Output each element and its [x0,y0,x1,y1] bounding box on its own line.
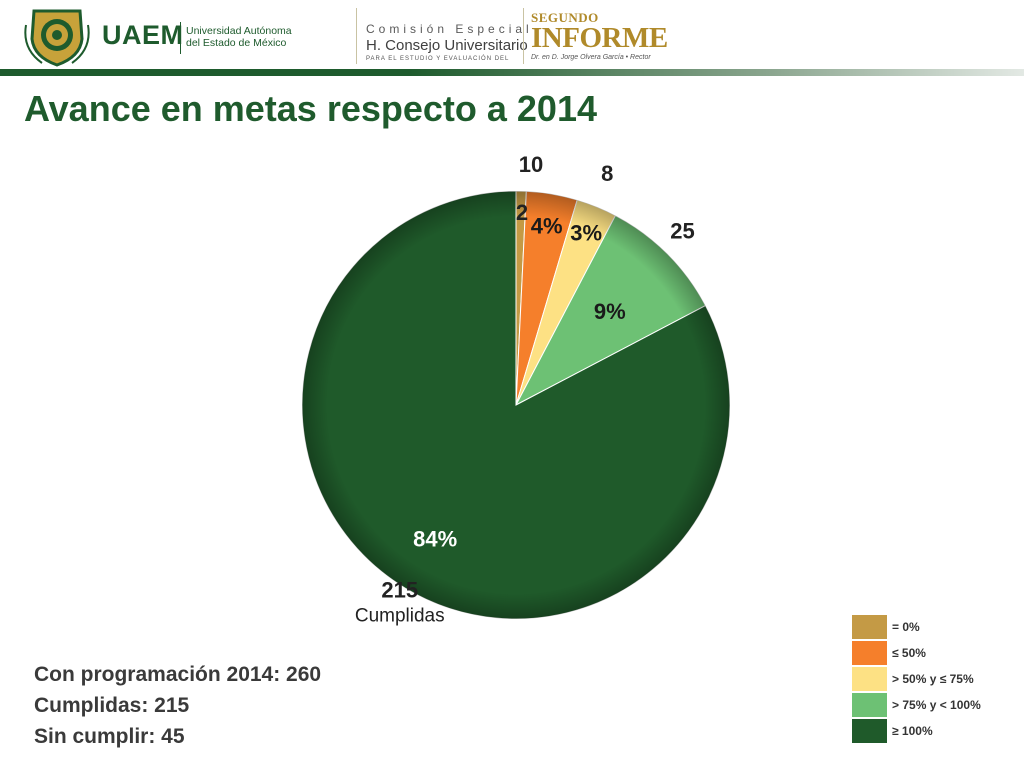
logo-divider [180,22,181,54]
slice-percent-label: 84% [413,527,457,552]
uaem-logo-text: UAEM [102,20,184,50]
slice-percent-label: 4% [531,214,563,239]
university-line-1: Universidad Autónoma [186,25,292,37]
informe-line-3: Dr. en D. Jorge Olvera García • Rector [531,54,651,61]
summary-cumplidas: Cumplidas: 215 [34,694,190,717]
slice-percent-label: 3% [570,221,602,246]
legend-swatch [852,667,887,691]
legend-label: > 50% y ≤ 75% [892,672,974,686]
pie-edge-shading [302,191,730,619]
informe-block: SEGUNDO INFORME Dr. en D. Jorge Olvera G… [531,10,668,61]
legend-swatch [852,693,887,717]
legend-label: > 75% y < 100% [892,698,981,712]
slice-sublabel: Cumplidas [355,605,445,626]
university-name: Universidad Autónoma del Estado de Méxic… [186,25,292,49]
legend-label: ≤ 50% [892,646,926,660]
pie-labels: 2 10 4% 8 3% 25 9% 215 Cumplidas 84% [355,152,695,626]
header-rule [0,69,1024,76]
summary-programacion: Con programación 2014: 260 [34,663,322,686]
summary-block: Con programación 2014: 260 Cumplidas: 21… [34,659,321,752]
legend-label: = 0% [892,620,920,634]
slice-count-label: 215 [381,577,418,602]
slice-count-label: 2 [516,200,528,225]
comision-line-2: H. Consejo Universitario [366,37,528,54]
slice-count-label: 25 [670,219,694,244]
summary-sin-cumplir: Sin cumplir: 45 [34,725,185,748]
header-divider [523,8,524,64]
university-line-2: del Estado de México [186,37,287,49]
header-divider [356,8,357,64]
legend-label: ≥ 100% [892,724,933,738]
legend-swatch [852,719,887,743]
comision-line-3: PARA EL ESTUDIO Y EVALUACIÓN DEL [366,56,510,62]
uaem-seal-icon [24,9,90,67]
legend-swatch [852,641,887,665]
informe-line-2: INFORME [531,22,668,54]
informe-line-1: SEGUNDO [531,10,599,25]
comision-block: Comisión Especial H. Consejo Universitar… [366,22,533,62]
legend-swatch [852,615,887,639]
slice-count-label: 10 [519,152,543,177]
header: UAEM Universidad Autónoma del Estado de … [0,0,1024,76]
slide-title: Avance en metas respecto a 2014 [24,88,597,129]
slice-count-label: 8 [601,161,613,186]
comision-line-1: Comisión Especial [366,22,533,36]
slice-percent-label: 9% [594,299,626,324]
